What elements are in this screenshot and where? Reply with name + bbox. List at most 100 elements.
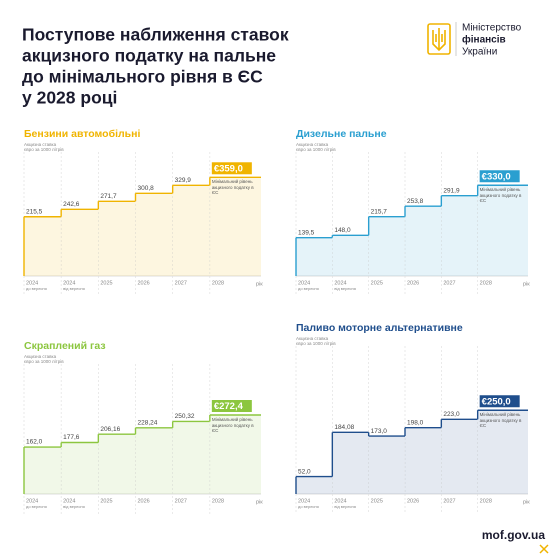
value-badge xyxy=(479,395,520,408)
step-area xyxy=(209,415,261,494)
value-label: 52,0 xyxy=(298,468,311,475)
y-label: євро за 1000 літрів xyxy=(296,147,336,152)
x-tick-label: 2024 xyxy=(298,280,310,286)
y-label: Акцизна ставка xyxy=(24,142,57,147)
step-area xyxy=(296,476,333,494)
x-unit: рік xyxy=(256,281,263,287)
value-label: 228,24 xyxy=(138,420,158,427)
chart-title: Дизельне пальне xyxy=(296,128,387,140)
x-tick-label: 2028 xyxy=(480,280,492,286)
value-label: €272,4 xyxy=(214,401,244,412)
x-tick-label: 2026 xyxy=(138,498,150,504)
x-tick-label: 2025 xyxy=(100,498,112,504)
y-label: Акцизна ставка xyxy=(296,336,329,341)
logo xyxy=(427,23,451,55)
x-tick-label: 2024 xyxy=(26,498,38,504)
value-label: 215,7 xyxy=(371,208,388,215)
value-label: 173,0 xyxy=(371,428,388,435)
y-label: євро за 1000 літрів xyxy=(296,341,336,346)
y-label: євро за 1000 літрів xyxy=(24,359,64,364)
value-label: €330,0 xyxy=(482,171,511,182)
annotation: Мінімальний рівень акцизного податку в Є… xyxy=(211,417,254,433)
value-label: 215,5 xyxy=(26,208,43,215)
x-tick-label: 2025 xyxy=(100,280,112,286)
x-tick-label: 2025 xyxy=(371,280,383,286)
value-label: 300,8 xyxy=(138,185,155,192)
x-tick-label: 2024 xyxy=(334,280,346,286)
x-tick-label: 2024 xyxy=(63,498,75,504)
step-area xyxy=(441,195,478,276)
value-label: 329,9 xyxy=(175,177,192,184)
value-label: 250,32 xyxy=(175,413,195,420)
step-area xyxy=(296,237,333,276)
annotation: Мінімальний рівень акцизного податку в Є… xyxy=(479,187,522,204)
x-tick-note: до вересня xyxy=(26,286,47,291)
x-tick-label: 2027 xyxy=(175,498,187,504)
step-area xyxy=(332,432,369,494)
chart-title: Бензини автомобільні xyxy=(24,128,140,140)
x-tick-label: 2026 xyxy=(407,498,419,504)
step-area xyxy=(61,209,99,276)
step-area xyxy=(61,442,99,494)
step-area xyxy=(405,206,442,276)
x-tick-label: 2024 xyxy=(298,498,310,504)
x-tick-label: 2026 xyxy=(138,280,150,286)
title-line: у 2028 році xyxy=(22,88,117,108)
value-label: 184,08 xyxy=(334,424,354,431)
x-tick-note: до вересня xyxy=(298,504,319,509)
value-label: 206,16 xyxy=(100,426,120,433)
step-area xyxy=(405,427,442,494)
step-area xyxy=(98,201,136,276)
x-tick-note: від вересня xyxy=(63,286,85,291)
value-label: €359,0 xyxy=(214,163,243,174)
step-area xyxy=(209,177,261,276)
value-label: 162,0 xyxy=(26,439,43,446)
step-area xyxy=(332,235,369,276)
step-area xyxy=(172,185,210,276)
x-tick-label: 2026 xyxy=(407,280,419,286)
x-unit: рік xyxy=(256,499,263,505)
step-area xyxy=(24,447,62,494)
x-tick-note: до вересня xyxy=(26,504,47,509)
x-tick-label: 2027 xyxy=(443,280,455,286)
x-tick-label: 2028 xyxy=(480,498,492,504)
y-label: Акцизна ставка xyxy=(24,354,57,359)
step-area xyxy=(135,427,173,494)
value-badge xyxy=(211,162,252,175)
step-area xyxy=(441,419,478,494)
step-area xyxy=(368,436,405,494)
value-label: 148,0 xyxy=(334,227,351,234)
x-tick-note: від вересня xyxy=(334,504,356,509)
x-tick-label: 2027 xyxy=(443,498,455,504)
step-area xyxy=(368,216,405,276)
step-area xyxy=(24,216,62,276)
x-tick-label: 2028 xyxy=(212,498,224,504)
x-tick-label: 2025 xyxy=(371,498,383,504)
x-tick-note: до вересня xyxy=(298,286,319,291)
x-tick-note: від вересня xyxy=(63,504,85,509)
x-tick-label: 2028 xyxy=(212,280,224,286)
title-line: Поступове наближення ставок xyxy=(22,25,289,45)
value-label: €250,0 xyxy=(482,396,511,407)
step-area xyxy=(477,185,528,276)
value-label: 271,7 xyxy=(100,193,117,200)
x-tick-label: 2027 xyxy=(175,280,187,286)
value-label: 139,5 xyxy=(298,229,315,236)
ministry: фінансів xyxy=(462,34,506,46)
x-tick-note: від вересня xyxy=(334,286,356,291)
x-tick-label: 2024 xyxy=(26,280,38,286)
step-area xyxy=(477,410,528,494)
value-label: 242,6 xyxy=(63,201,80,208)
value-label: 177,6 xyxy=(63,434,80,441)
x-tick-label: 2024 xyxy=(334,498,346,504)
value-label: 223,0 xyxy=(443,411,460,418)
ministry: України xyxy=(462,47,497,58)
title-line: до мінімального рівня в ЄС xyxy=(22,67,263,87)
step-area xyxy=(135,193,173,276)
x-unit: рік xyxy=(523,499,530,505)
value-badge xyxy=(211,400,252,413)
value-label: 198,0 xyxy=(407,419,424,426)
annotation: Мінімальний рівень акцизного податку в Є… xyxy=(211,179,254,196)
